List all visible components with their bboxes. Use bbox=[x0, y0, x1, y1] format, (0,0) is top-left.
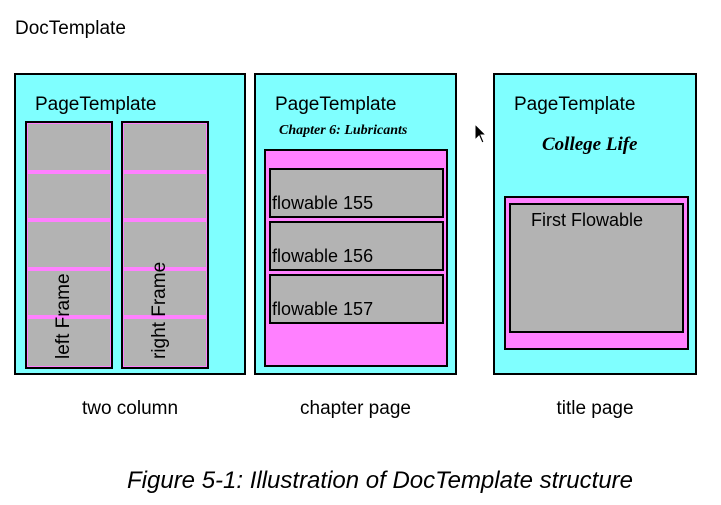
title-frame: First Flowable bbox=[504, 196, 689, 350]
page-template-chapter-page: PageTemplate Chapter 6: Lubricants flowa… bbox=[254, 73, 457, 375]
left-frame-cell bbox=[28, 222, 110, 267]
page-template-title-page: PageTemplate College Life First Flowable bbox=[493, 73, 697, 375]
right-frame-cell bbox=[124, 319, 206, 366]
left-frame-cell bbox=[28, 174, 110, 218]
right-frame: right Frame bbox=[121, 121, 209, 369]
flowable-label: flowable 155 bbox=[272, 193, 374, 213]
page-template-label: PageTemplate bbox=[275, 94, 397, 115]
figure-caption: Figure 5-1: Illustration of DocTemplate … bbox=[127, 467, 634, 494]
flowable-label: First Flowable bbox=[531, 210, 644, 230]
right-frame-cell bbox=[124, 174, 206, 218]
left-frame-cell bbox=[28, 319, 110, 366]
right-frame-label: right Frame bbox=[149, 261, 170, 359]
left-frame-cell bbox=[28, 271, 110, 315]
doc-template-label: DocTemplate bbox=[15, 18, 126, 39]
left-frame-label: left Frame bbox=[53, 273, 74, 359]
flowable-label: flowable 157 bbox=[272, 299, 374, 319]
mouse-cursor-icon bbox=[474, 123, 488, 144]
page-template-two-column: PageTemplate left Frame right Frame bbox=[14, 73, 246, 375]
right-frame-cell bbox=[124, 222, 206, 267]
flowable: flowable 155 bbox=[269, 168, 444, 218]
flowable: flowable 157 bbox=[269, 274, 444, 324]
template-caption: two column bbox=[81, 398, 179, 419]
left-frame-cell bbox=[28, 124, 110, 170]
chapter-heading: Chapter 6: Lubricants bbox=[279, 123, 408, 138]
flowable-label: flowable 156 bbox=[272, 246, 374, 266]
page-template-label: PageTemplate bbox=[514, 94, 636, 115]
title-page-heading: College Life bbox=[542, 134, 638, 155]
flowable: First Flowable bbox=[509, 203, 684, 333]
template-caption: chapter page bbox=[300, 398, 411, 419]
template-caption: title page bbox=[556, 398, 634, 419]
left-frame: left Frame bbox=[25, 121, 113, 369]
right-frame-cell bbox=[124, 124, 206, 170]
page-template-label: PageTemplate bbox=[35, 94, 157, 115]
flowable: flowable 156 bbox=[269, 221, 444, 271]
right-frame-cell bbox=[124, 271, 206, 315]
chapter-frame: flowable 155 flowable 156 flowable 157 bbox=[264, 149, 448, 367]
